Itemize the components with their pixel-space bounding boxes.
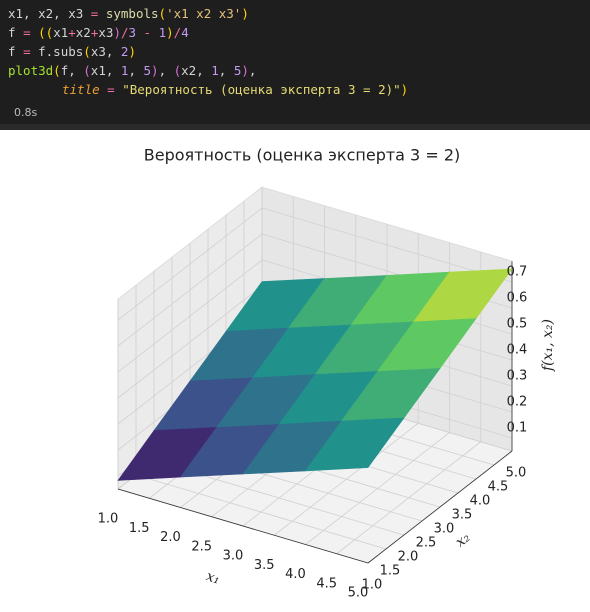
- code-token: ): [241, 6, 249, 21]
- code-line: f = f.subs(x3, 2): [8, 44, 136, 59]
- z-tick-label: 0.1: [507, 421, 528, 436]
- code-token: f: [8, 44, 24, 59]
- y-tick-label: 3.5: [452, 508, 473, 523]
- x-axis-label: x₁: [204, 568, 222, 587]
- x-tick-label: 4.5: [316, 576, 337, 591]
- x-tick-label: 5.0: [348, 586, 369, 601]
- grid-line: [261, 207, 513, 283]
- code-token: ((: [38, 25, 54, 40]
- code-token: x2,: [181, 63, 212, 78]
- grid-line: [117, 285, 263, 399]
- code-token: +: [68, 25, 76, 40]
- code-token: (: [83, 63, 91, 78]
- axis-line: [117, 488, 369, 564]
- code-token: 1: [158, 25, 167, 40]
- y-tick-label: 2.0: [398, 550, 419, 565]
- y-axis-label: x₂: [453, 529, 474, 550]
- code-token: 'x1 x2 x3': [166, 6, 242, 21]
- x-tick-label: 4.0: [285, 567, 306, 582]
- code-token: =: [99, 82, 123, 97]
- code-token: 5: [233, 63, 242, 78]
- grid-line: [135, 474, 387, 550]
- y-tick-label: 5.0: [506, 466, 527, 481]
- code-token: ): [400, 82, 409, 97]
- chart-title: Вероятность (оценка эксперта 3 = 2): [144, 146, 460, 165]
- code-token: 1: [120, 63, 129, 78]
- x-tick-label: 1.0: [98, 512, 119, 527]
- code-token: +: [90, 25, 99, 40]
- z-tick-label: 0.2: [507, 395, 528, 410]
- code-token: ): [241, 63, 249, 78]
- x-tick-label: 3.0: [223, 549, 244, 564]
- code-token: /: [173, 25, 182, 40]
- x-tick-label: 3.5: [254, 558, 275, 573]
- y-tick-label: 2.5: [416, 536, 437, 551]
- code-cell: x1, x2, x3 = symbols('x1 x2 x3') f = ((x1…: [0, 0, 590, 130]
- code-token: =: [23, 25, 31, 40]
- code-token: 2: [120, 44, 129, 59]
- code-token: =: [90, 6, 99, 21]
- code-token: =: [23, 44, 31, 59]
- code-token: (: [173, 63, 182, 78]
- z-tick-label: 0.5: [507, 317, 528, 332]
- code-token: /: [120, 25, 129, 40]
- z-tick-label: 0.4: [507, 343, 528, 358]
- z-tick-label: 0.7: [507, 265, 528, 280]
- exec-time: 0.8s: [14, 106, 38, 119]
- code-token: x3,: [90, 44, 121, 59]
- code-token: 5: [143, 63, 152, 78]
- code-token: ,: [158, 63, 174, 78]
- y-tick-label: 4.5: [488, 480, 509, 495]
- code-token: ): [151, 63, 159, 78]
- code-token: (: [83, 44, 91, 59]
- code-token: f.subs: [30, 44, 84, 59]
- cell-separator: [0, 124, 590, 130]
- z-tick-label: 0.6: [507, 291, 528, 306]
- y-tick-label: 3.0: [434, 522, 455, 537]
- code-line: f = ((x1+x2+x3)/3 - 1)/4: [8, 25, 189, 40]
- code-line: x1, x2, x3 = symbols('x1 x2 x3'): [8, 6, 249, 21]
- surface-cell: [304, 417, 405, 472]
- x-tick-label: 1.5: [129, 521, 150, 536]
- code-token: plot3d: [8, 63, 54, 78]
- code-line: title = "Вероятность (оценка эксперта 3 …: [62, 82, 408, 97]
- grid-line: [117, 233, 263, 347]
- code-token: x1: [53, 25, 69, 40]
- y-tick-label: 1.0: [362, 578, 383, 593]
- z-tick-label: 0.3: [507, 369, 528, 384]
- grid-line: [117, 207, 263, 321]
- axis-line: [367, 450, 513, 564]
- code-token: "Вероятность (оценка эксперта 3 = 2)": [122, 82, 401, 97]
- code-token: x1, x2, x3: [8, 6, 91, 21]
- x-tick-label: 2.5: [191, 539, 212, 554]
- code-token: symbols: [105, 6, 159, 21]
- code-token: f,: [60, 63, 84, 78]
- x-tick-label: 2.0: [160, 530, 181, 545]
- code-token: x3: [98, 25, 114, 40]
- code-token: ,: [128, 63, 144, 78]
- code-token: -: [136, 25, 159, 40]
- code-token: f: [8, 25, 24, 40]
- y-tick-label: 1.5: [380, 564, 401, 579]
- y-tick-label: 4.0: [470, 494, 491, 509]
- code-token: (: [158, 6, 167, 21]
- code-token: 4: [181, 25, 189, 40]
- code-token: 1: [211, 63, 219, 78]
- z-axis-label: f(x₁, x₂): [540, 319, 556, 372]
- code-token: x1,: [90, 63, 121, 78]
- code-token: 3: [128, 25, 137, 40]
- code-token: ): [128, 44, 136, 59]
- grid-line: [117, 259, 263, 373]
- code-token: x2: [75, 25, 91, 40]
- code-token: (: [53, 63, 61, 78]
- code-token: ): [113, 25, 121, 40]
- code-line: plot3d(f, (x1, 1, 5), (x2, 1, 5),: [8, 63, 256, 78]
- code-token: ): [166, 25, 174, 40]
- code-token: title: [62, 82, 100, 97]
- code-token: ,: [218, 63, 234, 78]
- code-token: ,: [248, 63, 257, 78]
